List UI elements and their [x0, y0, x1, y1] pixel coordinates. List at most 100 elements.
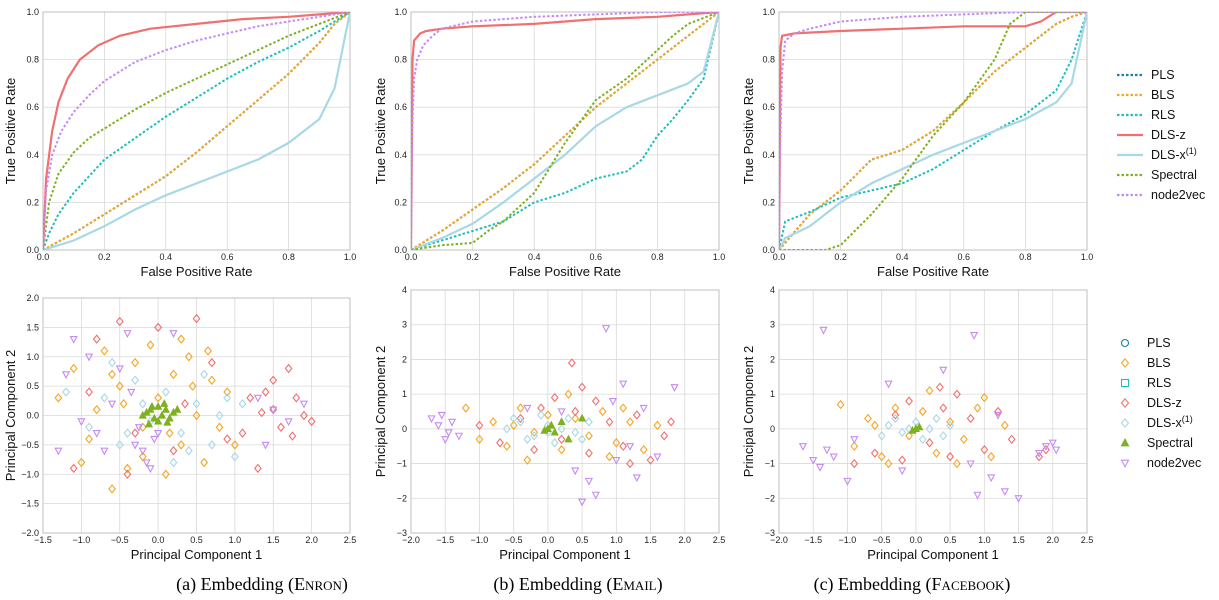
point-node2vec — [150, 435, 159, 444]
legend-label: Spectral — [1151, 168, 1197, 182]
y-tick-label: 3 — [770, 320, 775, 330]
point-node2vec — [843, 477, 852, 486]
y-tick-label: 0.0 — [762, 245, 775, 255]
legend-item-rls: RLS — [1117, 108, 1175, 122]
point-node2vec — [822, 446, 832, 455]
point-dls-z — [1007, 434, 1016, 444]
point-spectral — [157, 410, 167, 419]
y-tick-label: 2 — [770, 354, 775, 364]
y-tick-label: 3 — [402, 320, 407, 330]
point-node2vec — [625, 443, 635, 451]
point-bls — [108, 484, 116, 494]
point-dls-z — [154, 322, 163, 333]
point-dls-x-1 — [138, 399, 147, 409]
point-dls-x-1 — [192, 399, 201, 409]
point-node2vec — [571, 467, 580, 476]
point-node2vec — [169, 330, 178, 338]
x-tick-label: 0.6 — [958, 252, 971, 262]
point-node2vec — [632, 474, 641, 483]
x-tick-label: −1.5 — [436, 535, 454, 545]
point-spectral — [557, 417, 566, 426]
point-dls-x-1 — [557, 424, 566, 434]
point-node2vec — [898, 467, 907, 476]
point-bls — [530, 427, 539, 438]
x-tick-label: −2.0 — [770, 535, 788, 545]
point-dls-z — [898, 455, 907, 465]
point-spectral — [150, 413, 159, 422]
point-dls-x-1 — [502, 424, 511, 434]
legend-label: DLS-z — [1147, 396, 1182, 410]
point-dls-x-1 — [200, 369, 209, 380]
point-dls-z — [935, 382, 944, 392]
point-bls — [959, 434, 968, 444]
x-tick-label: 0.0 — [405, 252, 418, 262]
point-bls — [119, 399, 128, 409]
y-tick-label: 1.0 — [394, 7, 407, 17]
x-tick-label: 2.0 — [1047, 535, 1060, 545]
plot-marks — [427, 325, 679, 507]
point-bls — [177, 334, 186, 344]
y-axis-label: Principal Component 2 — [373, 346, 388, 478]
point-bls — [543, 410, 552, 420]
y-tick-label: 0.4 — [762, 150, 775, 160]
point-bls — [516, 403, 525, 413]
point-dls-x-1 — [564, 413, 573, 424]
legend-item-node2vec: node2vec — [1120, 456, 1201, 470]
y-tick-label: −3 — [397, 528, 407, 538]
point-dls-x-1 — [62, 387, 70, 397]
point-dls-z — [181, 399, 189, 409]
point-dls-z — [207, 357, 216, 368]
point-node2vec — [69, 336, 78, 344]
y-tick-label: 1 — [402, 389, 407, 399]
legend-item-dls-x-1: DLS-x(1) — [1117, 146, 1197, 162]
point-dls-z — [966, 413, 975, 424]
point-dls-z — [953, 389, 961, 399]
plot-frame — [410, 289, 720, 534]
point-node2vec — [454, 432, 464, 441]
point-bls — [100, 346, 109, 356]
legend-marker — [1120, 338, 1130, 348]
point-dls-z — [980, 444, 989, 455]
x-tick-label: −0.5 — [505, 535, 523, 545]
point-node2vec — [653, 453, 662, 462]
point-bls — [489, 417, 498, 427]
point-bls — [639, 444, 648, 455]
point-dls-z — [131, 428, 140, 438]
point-node2vec — [815, 463, 825, 472]
series-line-rls — [411, 12, 719, 250]
point-node2vec — [115, 365, 124, 374]
point-dls-x-1 — [884, 420, 893, 431]
legend-label: DLS-z — [1151, 128, 1186, 142]
point-bls — [475, 434, 484, 444]
point-node2vec — [134, 424, 144, 432]
legend-item-spectral: Spectral — [1117, 168, 1197, 182]
y-tick-label: 1.5 — [26, 322, 39, 332]
point-dls-z — [253, 463, 262, 474]
x-tick-label: 0.0 — [37, 252, 50, 262]
legend-item-pls: PLS — [1120, 336, 1171, 350]
point-dls-x-1 — [123, 428, 132, 438]
y-tick-label: 0 — [770, 424, 775, 434]
legend-label: node2vec — [1147, 456, 1201, 470]
point-dls-x-1 — [932, 413, 941, 424]
point-node2vec — [557, 408, 566, 417]
point-node2vec — [130, 441, 140, 450]
point-bls — [877, 451, 886, 462]
legend-label: BLS — [1147, 356, 1171, 370]
point-bls — [925, 385, 934, 396]
y-tick-label: 0.8 — [762, 55, 775, 65]
point-dls-x-1 — [898, 427, 907, 438]
x-tick-label: 0.0 — [773, 252, 786, 262]
x-tick-label: 1.5 — [267, 535, 280, 545]
point-bls — [557, 444, 566, 455]
point-dls-z — [946, 451, 955, 462]
series-line-node2vec — [43, 12, 350, 250]
legend-marker — [1120, 357, 1130, 369]
point-node2vec — [966, 460, 975, 469]
legend-item-dls-z: DLS-z — [1117, 128, 1186, 142]
point-dls-z — [632, 410, 641, 420]
legend-item-dls-x-1: DLS-x(1) — [1120, 414, 1193, 430]
point-node2vec — [619, 380, 628, 389]
series-line-dls-z — [411, 12, 719, 250]
point-dls-z — [115, 316, 124, 327]
